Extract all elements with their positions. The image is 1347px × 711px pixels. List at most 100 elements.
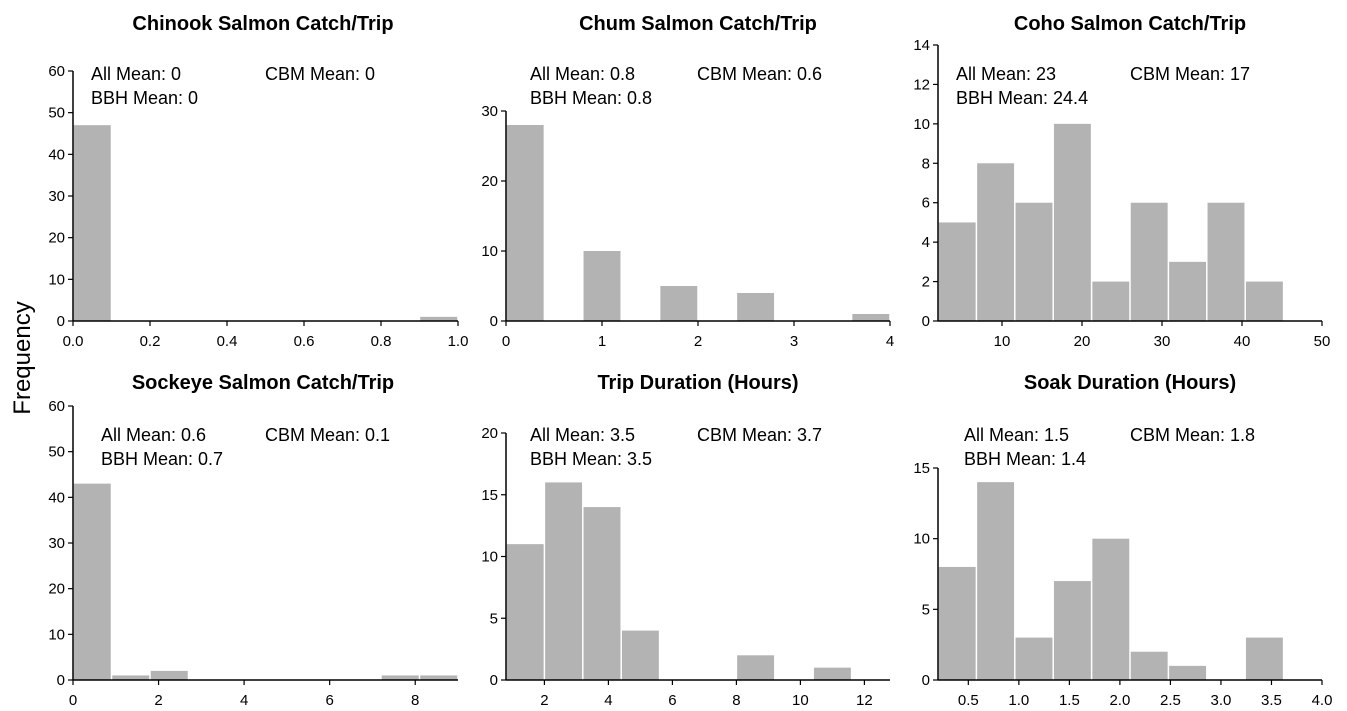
x-tick-label: 2 <box>540 692 548 709</box>
y-tick-label: 10 <box>913 531 930 548</box>
histogram-bar <box>1169 261 1207 321</box>
x-tick-label: 1.0 <box>448 333 469 350</box>
y-tick-label: 8 <box>922 155 930 172</box>
y-tick-label: 15 <box>481 487 498 504</box>
histogram-bar <box>1015 202 1053 321</box>
x-tick-label: 8 <box>732 692 740 709</box>
x-tick-label: 20 <box>1074 333 1091 350</box>
y-tick-label: 6 <box>922 195 930 212</box>
y-tick-label: 0 <box>57 672 65 689</box>
bbh-mean-label: BBH Mean: 0.7 <box>101 449 223 469</box>
histogram-bar <box>1169 665 1207 680</box>
histogram-bar <box>1053 581 1091 680</box>
histogram-bar <box>938 566 976 680</box>
x-tick-label: 2.0 <box>1109 692 1130 709</box>
histogram-bar <box>1130 651 1168 680</box>
y-tick-label: 5 <box>922 601 930 618</box>
x-tick-label: 4.0 <box>1312 692 1333 709</box>
y-tick-label: 30 <box>48 188 65 205</box>
x-tick-label: 30 <box>1154 333 1171 350</box>
y-tick-label: 0 <box>922 313 930 330</box>
y-tick-label: 0 <box>490 313 498 330</box>
bbh-mean-label: BBH Mean: 24.4 <box>956 88 1088 108</box>
y-tick-label: 20 <box>481 425 498 442</box>
y-tick-label: 30 <box>48 535 65 552</box>
all-mean-label: All Mean: 0 <box>91 64 181 84</box>
histogram-bar <box>813 667 851 680</box>
x-tick-label: 3.5 <box>1261 692 1282 709</box>
y-tick-label: 20 <box>48 230 65 247</box>
histogram-bar <box>1015 637 1053 680</box>
histogram-bar <box>852 314 890 321</box>
x-tick-label: 0 <box>69 692 77 709</box>
y-tick-label: 60 <box>48 63 65 80</box>
y-tick-label: 50 <box>48 444 65 461</box>
histogram-bar <box>977 163 1015 321</box>
cbm-mean-label: CBM Mean: 3.7 <box>697 425 822 445</box>
all-mean-label: All Mean: 23 <box>956 64 1056 84</box>
x-tick-label: 12 <box>856 692 873 709</box>
y-tick-label: 10 <box>913 116 930 133</box>
all-mean-label: All Mean: 1.5 <box>964 425 1069 445</box>
histogram-bar <box>73 125 111 322</box>
y-tick-label: 2 <box>922 274 930 291</box>
histogram-bar <box>621 630 659 680</box>
x-tick-label: 1 <box>598 333 606 350</box>
y-tick-label: 40 <box>48 489 65 506</box>
histogram-bar <box>420 316 458 321</box>
y-tick-label: 0 <box>490 672 498 689</box>
panel-title: Chum Salmon Catch/Trip <box>579 13 817 35</box>
y-tick-label: 20 <box>481 173 498 190</box>
y-tick-label: 50 <box>48 105 65 122</box>
histogram-bar <box>1053 123 1091 321</box>
x-tick-label: 4 <box>604 692 612 709</box>
x-tick-label: 2.5 <box>1160 692 1181 709</box>
bbh-mean-label: BBH Mean: 1.4 <box>964 449 1086 469</box>
histogram-bar <box>1207 202 1245 321</box>
all-mean-label: All Mean: 0.6 <box>101 425 206 445</box>
histogram-bar <box>112 675 150 680</box>
y-axis-label: Frequency <box>9 301 36 414</box>
x-tick-label: 0.0 <box>63 333 84 350</box>
histogram-bar <box>583 251 621 321</box>
all-mean-label: All Mean: 0.8 <box>530 64 635 84</box>
x-tick-label: 0.8 <box>371 333 392 350</box>
y-tick-label: 0 <box>922 672 930 689</box>
x-tick-label: 4 <box>886 333 894 350</box>
histogram-bar <box>545 482 583 680</box>
x-tick-label: 6 <box>325 692 333 709</box>
x-tick-label: 40 <box>1234 333 1251 350</box>
cbm-mean-label: CBM Mean: 0.6 <box>697 64 822 84</box>
y-tick-label: 0 <box>57 313 65 330</box>
x-tick-label: 0.5 <box>958 692 979 709</box>
histogram-bar <box>1245 637 1283 680</box>
bbh-mean-label: BBH Mean: 0 <box>91 88 198 108</box>
histogram-bar <box>1245 281 1283 321</box>
cbm-mean-label: CBM Mean: 17 <box>1130 64 1250 84</box>
histogram-bar <box>977 482 1015 680</box>
x-tick-label: 4 <box>240 692 248 709</box>
y-tick-label: 4 <box>922 234 930 251</box>
y-tick-label: 10 <box>481 243 498 260</box>
histogram-bar <box>660 286 698 321</box>
all-mean-label: All Mean: 3.5 <box>530 425 635 445</box>
y-tick-label: 12 <box>913 76 930 93</box>
y-tick-label: 10 <box>48 626 65 643</box>
y-tick-label: 20 <box>48 581 65 598</box>
panel-title: Chinook Salmon Catch/Trip <box>132 13 393 35</box>
bbh-mean-label: BBH Mean: 3.5 <box>530 449 652 469</box>
histogram-bar <box>506 544 544 680</box>
histogram-bar <box>1092 538 1130 680</box>
y-tick-label: 10 <box>481 549 498 566</box>
x-tick-label: 10 <box>792 692 809 709</box>
cbm-mean-label: CBM Mean: 1.8 <box>1130 425 1255 445</box>
y-tick-label: 60 <box>48 398 65 415</box>
histogram-bar <box>420 675 458 680</box>
y-tick-label: 10 <box>48 271 65 288</box>
panel-title: Sockeye Salmon Catch/Trip <box>132 372 394 394</box>
histogram-bar <box>737 293 775 321</box>
x-tick-label: 50 <box>1314 333 1331 350</box>
panel-title: Trip Duration (Hours) <box>597 372 798 394</box>
histogram-bar <box>1130 202 1168 321</box>
y-tick-label: 14 <box>913 37 930 54</box>
